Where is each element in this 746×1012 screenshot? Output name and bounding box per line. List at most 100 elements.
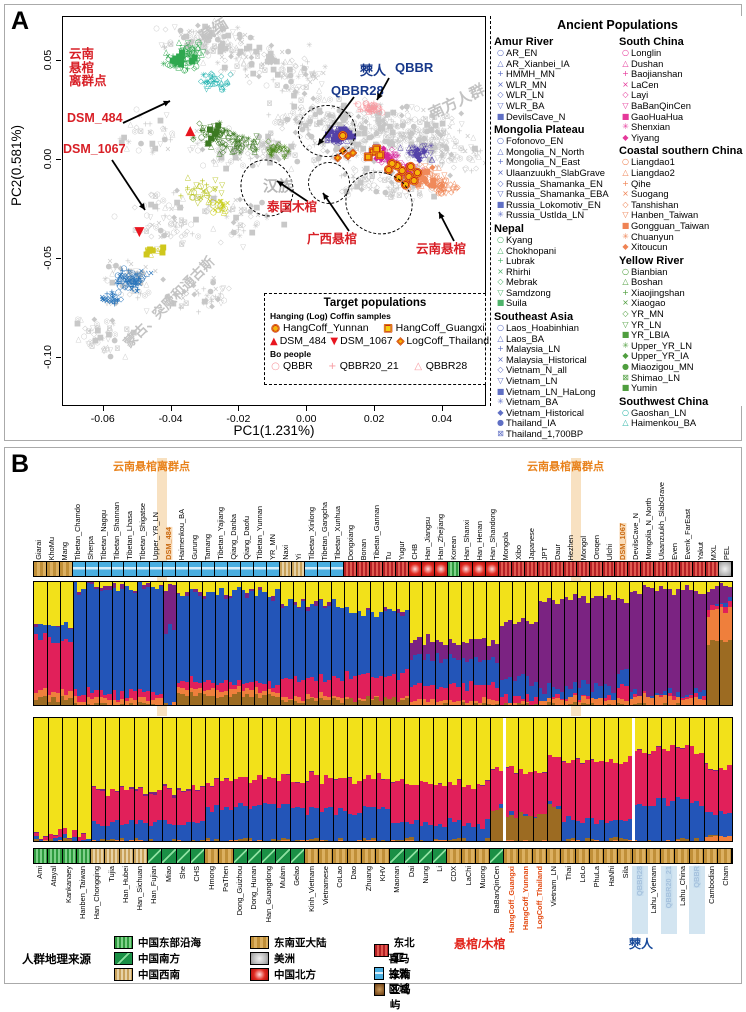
pca-data-point: + <box>414 138 420 146</box>
pca-data-point: △ <box>476 152 482 160</box>
pca-data-point: ◇ <box>178 203 184 211</box>
pca-data-point: △ <box>460 145 466 153</box>
pca-data-point: ○ <box>220 25 227 33</box>
pca-data-point: ○ <box>167 38 174 46</box>
population-separator <box>219 718 221 841</box>
circle-open-icon: ○ <box>620 408 631 419</box>
geography-cell <box>680 562 694 576</box>
pca-data-point: ◆ <box>160 275 166 283</box>
pca-data-point: ✳ <box>293 120 299 128</box>
geography-cell <box>718 849 732 863</box>
pca-data-point: △ <box>213 159 219 167</box>
pca-data-point: × <box>147 129 153 137</box>
pca-data-point: × <box>148 269 155 277</box>
pca-data-point: ◇ <box>204 36 210 44</box>
pca-data-point: ◆ <box>268 42 274 50</box>
geography-cell <box>98 562 112 576</box>
pca-data-point: ✳ <box>428 143 435 151</box>
pca-data-point: × <box>447 123 453 131</box>
pca-data-point: ◇ <box>405 154 411 162</box>
population-label-top: Mang <box>60 542 69 561</box>
target-legend-subtitle-bo: Bo people <box>270 349 485 359</box>
pca-x-tick-label: 0.00 <box>296 413 316 425</box>
pca-data-point: ◆ <box>203 297 209 305</box>
pca-data-point: △ <box>397 161 403 169</box>
pca-data-point: ◎ <box>427 137 434 145</box>
pca-data-point: △ <box>439 155 445 163</box>
pca-data-point: ▽ <box>439 183 445 191</box>
pca-data-point: ◆ <box>438 132 444 140</box>
annotation-yunnan-outlier-1: 云南 悬棺 离群点 <box>69 47 121 89</box>
pca-data-point: ◎ <box>405 118 412 126</box>
pca-data-point: ■ <box>250 69 257 77</box>
pca-y-tick-label: -0.10 <box>42 345 54 369</box>
pca-data-point: ◇ <box>310 102 316 110</box>
pca-data-point: ○ <box>407 127 414 135</box>
pca-data-point: △ <box>365 105 371 113</box>
population-label-bottom: Dao <box>349 866 358 880</box>
pca-data-point: ◎ <box>360 149 367 157</box>
plus-icon: + <box>495 344 506 355</box>
geography-legend-swatch <box>374 983 385 996</box>
pca-data-point: + <box>360 129 366 137</box>
geography-cell <box>119 849 134 863</box>
pca-data-point: ◇ <box>202 43 208 51</box>
population-label-bottom: Kankanaey <box>64 866 73 903</box>
star-filled-icon: ✳ <box>620 232 631 243</box>
pca-data-point: + <box>334 156 340 164</box>
pca-data-point: △ <box>366 129 372 137</box>
pca-data-point: ○ <box>467 155 474 163</box>
pca-data-point: × <box>239 38 245 46</box>
ancient-legend-column-left: Amur River ○ AR_EN △ AR_Xianbei_IA + HMMH_MN × W… <box>492 34 614 440</box>
admixture-plot-k6 <box>33 581 733 706</box>
pca-data-point: ✳ <box>137 112 143 120</box>
ancient-legend-item: ◆ Yiyang <box>620 132 743 144</box>
circle-open-icon: ○ <box>495 48 506 59</box>
pca-data-point: ✳ <box>102 275 108 283</box>
pca-data-point: + <box>180 54 186 62</box>
pca-data-point: △ <box>449 117 455 125</box>
population-label-bottom: Han_Fujian <box>149 866 158 904</box>
geography-cell <box>376 849 391 863</box>
geography-cell <box>434 562 448 576</box>
geography-legend-swatch <box>250 968 269 981</box>
pca-data-point: × <box>382 156 388 164</box>
ancient-legend-item-label: Xitoucun <box>631 241 667 253</box>
ancient-legend-item: △ Liangdao2 <box>620 167 743 179</box>
pca-data-point: ◎ <box>373 140 380 148</box>
pca-data-point: ◇ <box>222 56 228 64</box>
pca-data-point: ◆ <box>436 130 442 138</box>
pca-data-point: ✳ <box>284 73 290 81</box>
pca-data-point: ◇ <box>401 130 407 138</box>
pca-data-point: × <box>376 111 382 119</box>
pca-data-point: ○ <box>419 142 426 150</box>
geography-cell <box>46 562 60 576</box>
square-x-icon: ⊠ <box>495 429 506 440</box>
geography-cell <box>703 849 718 863</box>
pca-data-point: ◆ <box>174 186 180 194</box>
geography-cell <box>59 562 73 576</box>
population-separator <box>111 582 113 705</box>
population-separator <box>654 582 656 705</box>
pca-data-point: ■ <box>147 201 154 209</box>
pca-data-point: + <box>267 146 273 154</box>
pca-data-point: ○ <box>141 201 148 209</box>
pca-data-point: △ <box>241 59 247 67</box>
geography-cell <box>262 849 277 863</box>
population-label-top: Haimenkou_BA <box>177 509 186 560</box>
geography-cell <box>575 849 590 863</box>
pca-data-point: ◆ <box>310 94 316 102</box>
geography-cell <box>34 562 47 576</box>
ancient-legend-title: Ancient Populations <box>492 18 743 32</box>
population-label-top: Sherpa <box>86 536 95 560</box>
pca-data-point: ● <box>285 47 292 55</box>
pca-data-point: + <box>151 145 157 153</box>
pca-data-point: ○ <box>448 153 455 161</box>
population-label-top: Japanese <box>527 528 536 560</box>
population-label-top: DSM_484 <box>164 527 173 560</box>
pca-data-point: ○ <box>299 106 306 114</box>
pca-data-point: ◎ <box>333 153 340 161</box>
pca-data-point: ◎ <box>269 52 276 60</box>
plus-icon: + <box>495 157 506 168</box>
population-separator <box>202 582 204 705</box>
